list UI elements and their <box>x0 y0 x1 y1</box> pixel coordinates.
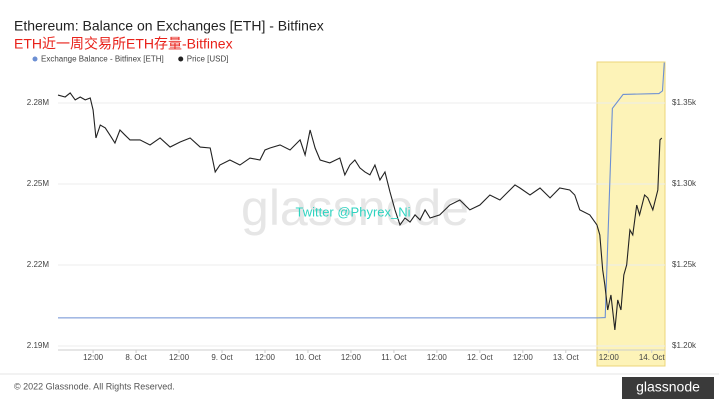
logo: glassnode <box>636 379 700 395</box>
y-tick-label: 2.28M <box>27 98 50 107</box>
x-tick-label: 9. Oct <box>211 353 233 362</box>
x-tick-label: 12:00 <box>513 353 534 362</box>
x-tick-label: 12:00 <box>255 353 276 362</box>
x-tick-label: 12. Oct <box>467 353 494 362</box>
footer: © 2022 Glassnode. All Rights Reserved. <box>14 381 175 391</box>
legend-marker <box>178 56 184 62</box>
x-tick-label: 12:00 <box>427 353 448 362</box>
x-tick-label: 13. Oct <box>553 353 580 362</box>
series-line <box>57 92 663 330</box>
plot: 2.19M 2.22M 2.25M 2.28M $1.20k $1.25k $1.30k $1… <box>27 62 697 362</box>
x-tick-label: 12:00 <box>83 353 104 362</box>
x-tick-label: 10. Oct <box>295 353 322 362</box>
x-tick-label: 12:00 <box>341 353 362 362</box>
legend-label: Price [USD] <box>187 55 229 64</box>
chart-title: Ethereum: Balance on Exchanges [ETH] - B… <box>14 18 324 34</box>
watermark: glassnode <box>241 180 469 236</box>
logo-box <box>622 377 714 399</box>
x-tick-label: 14. Oct <box>639 353 666 362</box>
chart-subtitle: ETH近一周交易所ETH存量-Bitfinex <box>14 36 233 52</box>
x-tick-label: 8. Oct <box>125 353 147 362</box>
y2-tick-label: $1.20k <box>672 341 697 350</box>
y2-tick-label: $1.35k <box>672 98 697 107</box>
y-tick-label: 2.19M <box>27 341 50 350</box>
x-tick-label: 11. Oct <box>381 353 407 362</box>
x-tick-label: 12:00 <box>599 353 620 362</box>
y-tick-label: 2.25M <box>27 179 50 188</box>
legend-label: Exchange Balance - Bitfinex [ETH] <box>41 55 164 64</box>
legend-marker <box>32 56 38 62</box>
x-tick-label: 12:00 <box>169 353 190 362</box>
series-line <box>58 62 665 319</box>
y-tick-label: 2.22M <box>27 260 50 269</box>
annotation: Twitter @Phyrex_Ni <box>295 204 410 219</box>
highlight-box <box>596 61 666 367</box>
y2-tick-label: $1.30k <box>672 179 697 188</box>
y2-tick-label: $1.25k <box>672 260 697 269</box>
